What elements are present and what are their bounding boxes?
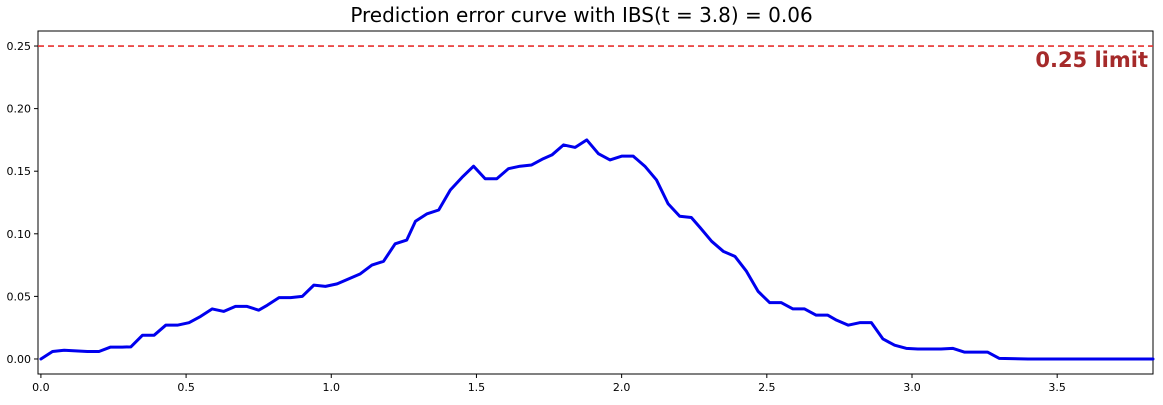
x-tick-label: 0.0	[32, 381, 50, 394]
x-tick-label: 0.5	[177, 381, 195, 394]
chart-title: Prediction error curve with IBS(t = 3.8)…	[350, 3, 812, 27]
plot-frame	[37, 30, 1154, 375]
x-tick-label: 2.0	[613, 381, 631, 394]
y-tick-label: 0.05	[7, 290, 32, 303]
y-tick-label: 0.00	[7, 353, 32, 366]
y-tick-label: 0.25	[7, 40, 32, 53]
y-tick-label: 0.15	[7, 165, 32, 178]
limit-label: 0.25 limit	[1035, 48, 1148, 72]
tick-marks: 0.0 0.5 1.0 1.5 2.0 2.5 3.0 3.5 0.00 0.05 0.10 0.15…	[7, 40, 1066, 394]
x-tick-label: 1.0	[323, 381, 341, 394]
axes	[37, 30, 1154, 375]
x-tick-label: 2.5	[758, 381, 776, 394]
x-tick-label: 1.5	[468, 381, 486, 394]
y-tick-label: 0.10	[7, 228, 32, 241]
series-group	[39, 138, 1155, 361]
x-tick-label: 3.0	[903, 381, 921, 394]
series-line	[39, 138, 1155, 361]
x-tick-label: 3.5	[1048, 381, 1066, 394]
y-tick-label: 0.20	[7, 103, 32, 116]
